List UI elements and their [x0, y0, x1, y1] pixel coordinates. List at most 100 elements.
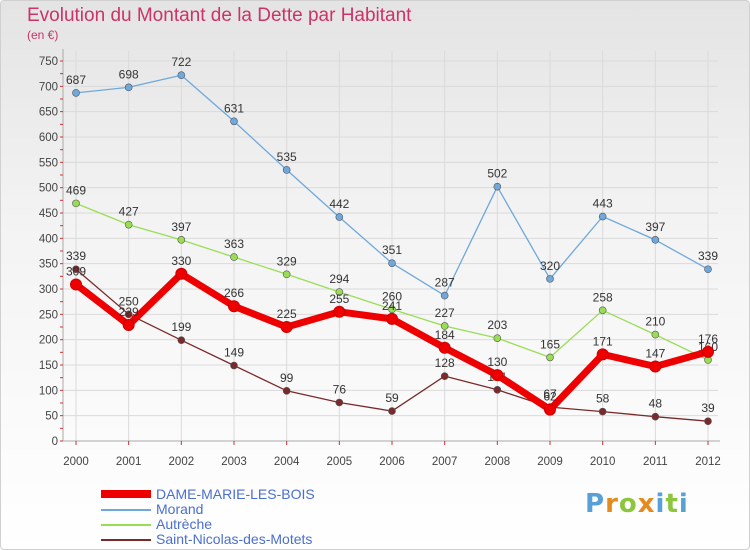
legend-swatch-dame-marie: [101, 490, 151, 498]
chart-title: Evolution du Montant de la Dette par Hab…: [27, 5, 412, 26]
data-point-morand-2012: [704, 265, 712, 274]
data-label-autr-che-2001: 427: [119, 205, 139, 219]
data-point-autr-che-2010: [598, 306, 607, 315]
data-label-autr-che-2011: 210: [645, 315, 665, 329]
data-label-morand-2011: 397: [645, 220, 665, 234]
data-point-dame-marie-les-bois-2006: [386, 312, 398, 325]
data-label-dame-marie-les-bois-2012: 176: [698, 332, 718, 346]
data-label-autr-che-2003: 363: [224, 237, 244, 251]
data-label-autr-che-2010: 258: [593, 290, 613, 304]
data-point-saint-nicolas-des-motets-2005: [335, 398, 344, 407]
data-label-morand-2000: 687: [66, 73, 86, 87]
data-label-morand-2010: 443: [593, 197, 613, 211]
data-label-saint-nicolas-des-motets-2005: 76: [333, 382, 347, 396]
data-label-saint-nicolas-des-motets-2012: 39: [701, 401, 715, 415]
data-point-morand-2010: [598, 212, 607, 221]
data-point-autr-che-2008: [493, 334, 502, 342]
data-point-dame-marie-les-bois-2011: [649, 360, 662, 373]
legend-swatch-morand: [101, 509, 151, 511]
data-label-autr-che-2006: 260: [382, 289, 402, 303]
proxiti-logo: Proxiti: [585, 489, 689, 519]
y-tick-label-500: 500: [39, 183, 58, 195]
data-label-autr-che-2004: 329: [277, 254, 297, 268]
data-point-dame-marie-les-bois-2003: [228, 300, 240, 313]
data-point-morand-2004: [282, 166, 291, 174]
data-point-saint-nicolas-des-motets-2006: [388, 407, 396, 415]
data-label-morand-2007: 287: [435, 276, 455, 290]
data-point-autr-che-2003: [230, 253, 238, 261]
data-label-autr-che-2008: 203: [487, 318, 507, 332]
y-tick-label-550: 550: [39, 157, 58, 169]
data-point-autr-che-2002: [177, 236, 186, 244]
data-label-saint-nicolas-des-motets-2000: 339: [66, 249, 86, 263]
data-label-dame-marie-les-bois-2000: 309: [66, 264, 86, 278]
data-point-dame-marie-les-bois-2012: [702, 345, 714, 358]
data-point-saint-nicolas-des-motets-2004: [282, 387, 291, 395]
x-tick-label-2009: 2009: [537, 456, 563, 468]
data-point-autr-che-2001: [124, 220, 133, 229]
data-point-morand-2002: [177, 71, 186, 79]
legend-swatch-saint-nicolas: [101, 539, 151, 541]
data-label-saint-nicolas-des-motets-2004: 99: [280, 371, 294, 385]
data-label-dame-marie-les-bois-2004: 225: [277, 307, 297, 321]
x-tick-label-2004: 2004: [274, 456, 300, 468]
data-point-morand-2007: [440, 291, 449, 300]
x-tick-label-2000: 2000: [63, 456, 89, 468]
data-point-dame-marie-les-bois-2000: [70, 278, 82, 291]
data-label-dame-marie-les-bois-2007: 184: [435, 328, 455, 342]
data-label-morand-2002: 722: [171, 55, 191, 69]
data-point-autr-che-2007: [440, 322, 449, 330]
y-tick-label-450: 450: [39, 208, 58, 220]
data-label-dame-marie-les-bois-2008: 130: [487, 355, 507, 369]
data-point-morand-2001: [124, 83, 133, 92]
y-tick-label-200: 200: [39, 335, 58, 347]
x-tick-label-2001: 2001: [116, 456, 142, 468]
data-point-saint-nicolas-des-motets-2010: [598, 407, 607, 416]
data-point-saint-nicolas-des-motets-2001: [124, 310, 133, 319]
data-label-saint-nicolas-des-motets-2009: 67: [543, 387, 557, 401]
data-point-saint-nicolas-des-motets-2003: [230, 361, 238, 370]
data-point-autr-che-2009: [546, 353, 554, 362]
data-label-saint-nicolas-des-motets-2003: 149: [224, 346, 244, 360]
data-point-saint-nicolas-des-motets-2002: [177, 336, 186, 344]
y-tick-label-400: 400: [39, 233, 58, 245]
x-tick-label-2010: 2010: [590, 456, 616, 468]
data-label-saint-nicolas-des-motets-2011: 48: [649, 397, 663, 411]
data-point-morand-2006: [388, 259, 396, 267]
data-label-morand-2009: 320: [540, 259, 560, 273]
y-tick-label-750: 750: [39, 56, 58, 68]
data-label-morand-2001: 698: [119, 67, 139, 81]
data-point-saint-nicolas-des-motets-2000: [72, 265, 80, 274]
y-tick-label-700: 700: [39, 81, 58, 93]
data-point-dame-marie-les-bois-2004: [280, 321, 293, 333]
data-point-dame-marie-les-bois-2007: [438, 341, 451, 354]
x-tick-label-2005: 2005: [327, 456, 353, 468]
data-point-saint-nicolas-des-motets-2008: [493, 386, 502, 394]
data-label-morand-2008: 502: [487, 167, 507, 181]
data-point-morand-2011: [651, 236, 660, 244]
data-label-saint-nicolas-des-motets-2007: 128: [435, 356, 455, 370]
y-tick-label-600: 600: [39, 132, 58, 144]
data-point-morand-2003: [230, 117, 238, 126]
data-point-dame-marie-les-bois-2002: [175, 267, 188, 280]
data-label-dame-marie-les-bois-2005: 255: [329, 292, 349, 306]
data-label-saint-nicolas-des-motets-2001: 250: [119, 294, 139, 308]
data-label-autr-che-2005: 294: [329, 272, 349, 286]
y-tick-label-150: 150: [39, 360, 58, 372]
data-point-autr-che-2004: [282, 270, 291, 279]
y-tick-label-100: 100: [39, 385, 58, 397]
legend-swatch-autreche: [101, 524, 151, 526]
y-tick-label-50: 50: [45, 411, 58, 423]
data-label-morand-2012: 339: [698, 249, 718, 263]
data-point-dame-marie-les-bois-2005: [333, 305, 346, 318]
legend-label-saint-nicolas: Saint-Nicolas-des-Motets: [156, 531, 313, 547]
data-label-dame-marie-les-bois-2001: 229: [119, 305, 139, 319]
data-label-autr-che-2009: 165: [540, 337, 560, 351]
data-point-morand-2008: [493, 182, 502, 191]
y-tick-label-650: 650: [39, 107, 58, 119]
data-point-saint-nicolas-des-motets-2012: [704, 417, 712, 426]
data-label-saint-nicolas-des-motets-2006: 59: [385, 391, 399, 405]
data-point-autr-che-2006: [388, 305, 396, 314]
